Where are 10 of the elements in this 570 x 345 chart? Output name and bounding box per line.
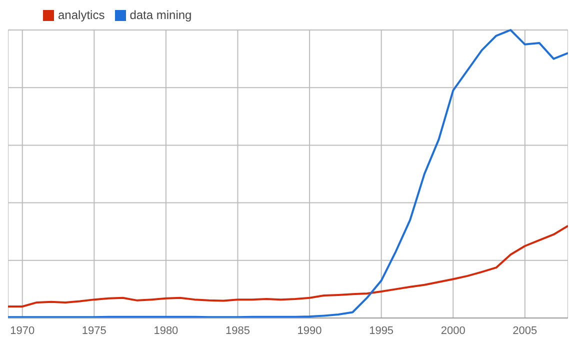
legend-label: analytics [58,8,105,22]
x-tick-label: 1975 [82,324,106,337]
x-tick-label: 1990 [297,324,322,337]
x-tick-label: 1970 [10,324,35,337]
x-tick-label: 1995 [369,324,394,337]
x-tick-label: 2000 [440,324,466,337]
legend-label: data mining [130,8,192,22]
x-tick-label: 2005 [512,324,538,337]
x-tick-label: 1985 [226,324,250,337]
x-tick-label: 1980 [154,324,178,337]
